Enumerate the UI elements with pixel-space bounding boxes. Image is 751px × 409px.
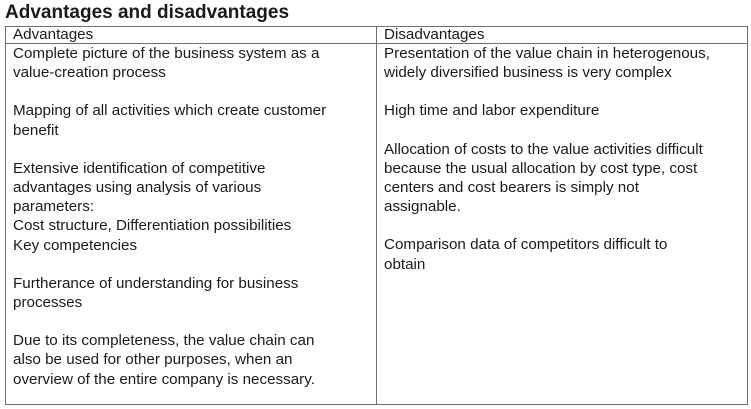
- advantage-line: processes: [13, 294, 83, 312]
- disadvantages-cell: Presentation of the value chain in heter…: [376, 43, 748, 405]
- advantage-line: Due to its completeness, the value chain…: [13, 332, 315, 350]
- disadvantage-line: obtain: [384, 255, 426, 273]
- advantage-line: Furtherance of understanding for busines…: [13, 274, 299, 292]
- table-body-row: Complete picture of the business system …: [5, 43, 748, 405]
- advantage-item: Extensive identification of competitive …: [13, 159, 376, 255]
- advantage-item: Furtherance of understanding for busines…: [13, 274, 376, 312]
- advantage-line: benefit: [13, 121, 59, 139]
- disadvantage-line: centers and cost bearers is simply not: [384, 179, 639, 197]
- table-header-row: Advantages Disadvantages: [5, 26, 748, 44]
- advantage-line: also be used for other purposes, when an: [13, 351, 293, 369]
- advantages-cell: Complete picture of the business system …: [5, 43, 377, 405]
- advantage-line: Cost structure, Differentiation possibil…: [13, 217, 292, 235]
- disadvantage-line: widely diversified business is very comp…: [384, 64, 672, 82]
- disadvantage-line: Allocation of costs to the value activit…: [384, 140, 703, 158]
- disadvantage-line: Comparison data of competitors difficult…: [384, 236, 668, 254]
- advantage-line: Complete picture of the business system …: [13, 45, 320, 62]
- advantage-item: Mapping of all activities which create c…: [13, 101, 376, 139]
- disadvantage-item: High time and labor expenditure: [384, 101, 747, 120]
- advantages-disadvantages-table: Advantages Disadvantages Complete pictur…: [5, 26, 748, 405]
- disadvantage-line: because the usual allocation by cost typ…: [384, 159, 698, 177]
- advantage-item: Due to its completeness, the value chain…: [13, 331, 376, 389]
- advantages-header: Advantages: [5, 26, 377, 44]
- disadvantage-item: Comparison data of competitors difficult…: [384, 235, 747, 273]
- disadvantage-line: Presentation of the value chain in heter…: [384, 45, 710, 62]
- disadvantages-header: Disadvantages: [376, 26, 748, 44]
- advantage-line: Key competencies: [13, 236, 138, 254]
- advantage-line: overview of the entire company is necess…: [13, 370, 315, 388]
- disadvantage-line: High time and labor expenditure: [384, 102, 600, 120]
- advantage-line: parameters:: [13, 198, 95, 216]
- advantage-line: Extensive identification of competitive: [13, 159, 266, 177]
- advantage-line: value-creation process: [13, 64, 166, 82]
- advantage-line: Mapping of all activities which create c…: [13, 102, 327, 120]
- disadvantage-item: Presentation of the value chain in heter…: [384, 44, 747, 82]
- advantage-item: Complete picture of the business system …: [13, 44, 376, 82]
- advantage-line: advantages using analysis of various: [13, 179, 262, 197]
- document-title: Advantages and disadvantages: [5, 2, 290, 23]
- disadvantage-line: assignable.: [384, 198, 461, 216]
- disadvantage-item: Allocation of costs to the value activit…: [384, 140, 747, 217]
